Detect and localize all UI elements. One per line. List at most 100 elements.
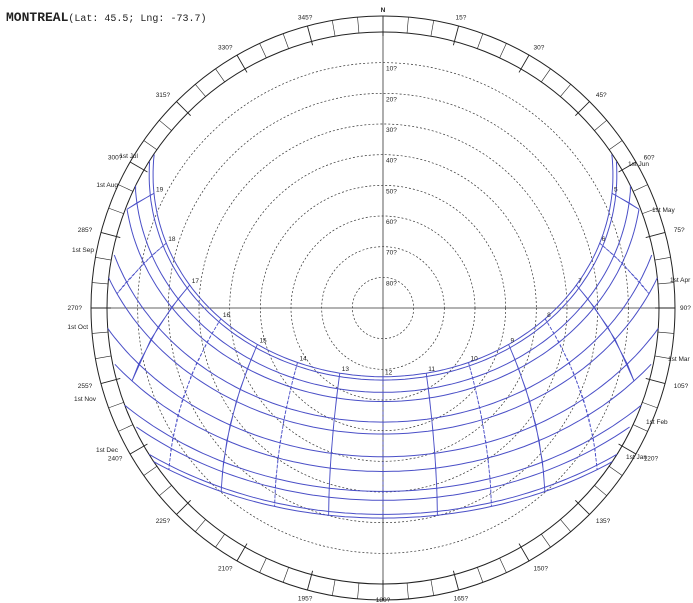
altitude-label-70: 70? [386,250,397,257]
date-label-east-4: 1st Feb [646,419,668,426]
azimuth-tick-115 [633,424,648,432]
azimuth-tick-230 [159,485,172,496]
azimuth-label-330: 330? [218,44,233,51]
date-label-east-0: 1st Jun [628,161,649,168]
date-label-west-3: 1st Oct [67,324,88,331]
azimuth-tick-215 [215,533,225,548]
azimuth-tick-130 [594,485,607,496]
hour-line-17 [131,284,191,382]
azimuth-label-300: 300? [108,155,123,162]
azimuth-tick-25 [499,43,507,58]
azimuth-label-135: 135? [596,518,611,525]
azimuth-tick-150 [518,543,530,562]
altitude-label-50: 50? [386,188,397,195]
hour-label-9: 9 [511,337,515,344]
date-label-west-2: 1st Sep [72,247,94,254]
azimuth-tick-125 [608,466,623,476]
azimuth-tick-205 [259,558,267,573]
azimuth-tick-280 [95,256,112,261]
azimuth-tick-225 [176,500,191,515]
coordinates: (Lat: 45.5; Lng: -73.7) [68,14,207,25]
azimuth-tick-105 [645,377,666,385]
azimuth-tick-50 [594,120,607,131]
hour-line-5 [611,192,640,210]
north-label: N [381,7,386,14]
date-curve-7 [136,426,630,501]
hour-line-10 [468,362,492,507]
azimuth-tick-240 [129,443,148,455]
hour-label-17: 17 [192,278,200,285]
azimuth-label-195: 195? [298,596,313,603]
date-label-east-5: 1st Jan [626,454,647,461]
azimuth-tick-5 [406,17,409,34]
azimuth-tick-285 [100,231,121,239]
azimuth-tick-45 [575,101,590,116]
azimuth-tick-155 [499,558,507,573]
azimuth-tick-70 [642,207,658,214]
azimuth-tick-145 [541,533,551,548]
azimuth-tick-190 [331,579,336,596]
azimuth-tick-75 [645,231,666,239]
altitude-label-20: 20? [386,96,397,103]
date-label-east-1: 1st May [652,207,676,214]
hour-line-16 [168,318,222,470]
azimuth-tick-30 [518,54,530,73]
hour-label-14: 14 [300,355,308,362]
date-curve-11 [148,161,618,381]
azimuth-tick-40 [560,84,571,97]
azimuth-label-150: 150? [534,566,549,573]
azimuth-tick-305 [143,140,158,150]
hour-label-13: 13 [342,366,350,373]
azimuth-label-345: 345? [298,14,313,21]
hour-label-11: 11 [428,366,435,373]
azimuth-tick-200 [282,567,289,583]
hour-label-16: 16 [223,312,231,319]
sun-path-curves [107,154,659,519]
hour-label-8: 8 [547,312,551,319]
hour-label-10: 10 [470,355,478,362]
azimuth-tick-245 [118,424,133,432]
date-curve-4 [124,404,642,492]
azimuth-label-75: 75? [674,227,685,234]
azimuth-tick-95 [657,331,674,334]
azimuth-label-60: 60? [644,155,655,162]
hour-label-5: 5 [614,186,618,193]
azimuth-tick-210 [236,543,248,562]
azimuth-label-225: 225? [156,518,171,525]
azimuth-tick-55 [608,140,623,150]
azimuth-tick-265 [92,331,109,334]
hour-label-19: 19 [156,186,164,193]
hour-line-15 [220,344,258,492]
chart-title: MONTREAL(Lat: 45.5; Lng: -73.7) [6,8,206,26]
altitude-label-60: 60? [386,219,397,226]
azimuth-tick-260 [95,355,112,360]
hour-line-7 [575,284,635,382]
azimuth-tick-100 [654,355,671,360]
azimuth-tick-135 [575,500,590,515]
hour-label-12: 12 [385,370,393,377]
hour-label-6: 6 [602,236,606,243]
hour-line-19 [126,192,155,210]
azimuth-label-255: 255? [78,383,93,390]
date-label-west-5: 1st Dec [96,447,119,454]
azimuth-label-105: 105? [674,383,689,390]
hour-line-9 [508,344,546,492]
azimuth-tick-140 [560,519,571,532]
azimuth-label-90: 90? [680,305,691,312]
hour-label-18: 18 [168,236,176,243]
hour-label-15: 15 [259,337,267,344]
azimuth-label-180: 180? [376,597,391,603]
azimuth-label-120: 120? [644,456,659,463]
azimuth-tick-195 [306,570,314,591]
azimuth-label-165: 165? [454,596,469,603]
hour-line-6 [599,242,650,294]
hour-line-18 [116,242,167,294]
azimuth-tick-355 [357,17,360,34]
altitude-label-80: 80? [386,280,397,287]
azimuth-tick-350 [331,20,336,37]
azimuth-tick-60 [618,161,637,173]
date-label-east-3: 1st Mar [668,356,691,363]
azimuth-tick-15 [452,25,460,46]
date-label-west-4: 1st Nov [74,396,97,403]
azimuth-tick-165 [452,570,460,591]
